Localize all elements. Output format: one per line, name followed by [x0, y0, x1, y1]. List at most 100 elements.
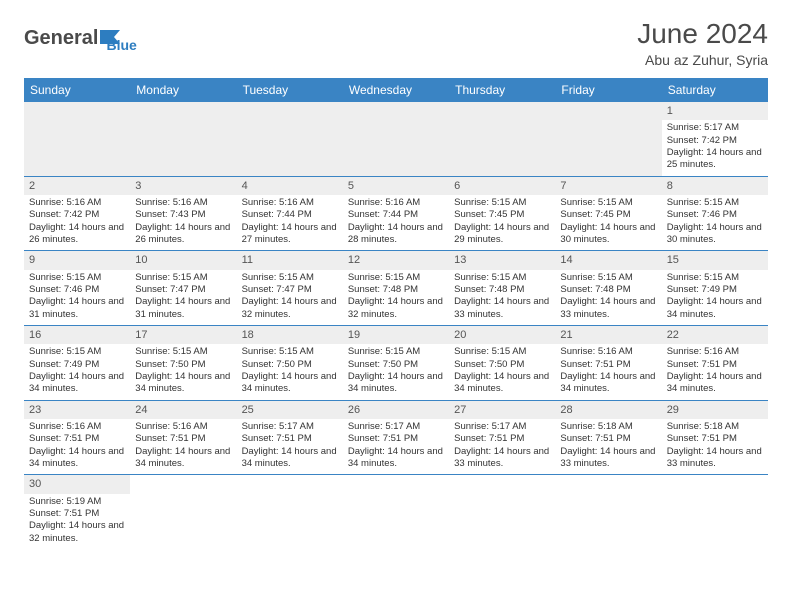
daylight-text: Daylight: 14 hours and 28 minutes.: [348, 222, 444, 247]
sunrise-text: Sunrise: 5:16 AM: [242, 197, 338, 209]
sunset-text: Sunset: 7:49 PM: [29, 359, 125, 371]
calendar-cell: [130, 475, 236, 549]
daylight-text: Daylight: 14 hours and 34 minutes.: [560, 371, 656, 396]
day-number: 18: [237, 326, 343, 344]
sunset-text: Sunset: 7:51 PM: [667, 359, 763, 371]
daylight-text: Daylight: 14 hours and 33 minutes.: [667, 446, 763, 471]
sunrise-text: Sunrise: 5:17 AM: [454, 421, 550, 433]
day-info: Sunrise: 5:16 AMSunset: 7:42 PMDaylight:…: [29, 197, 125, 246]
day-number: 14: [555, 251, 661, 269]
sunset-text: Sunset: 7:50 PM: [454, 359, 550, 371]
day-info: Sunrise: 5:17 AMSunset: 7:51 PMDaylight:…: [242, 421, 338, 470]
sunset-text: Sunset: 7:44 PM: [348, 209, 444, 221]
day-info: Sunrise: 5:15 AMSunset: 7:46 PMDaylight:…: [667, 197, 763, 246]
day-number: 15: [662, 251, 768, 269]
sunrise-text: Sunrise: 5:15 AM: [242, 346, 338, 358]
day-number: 17: [130, 326, 236, 344]
day-info: Sunrise: 5:15 AMSunset: 7:49 PMDaylight:…: [29, 346, 125, 395]
day-number: 20: [449, 326, 555, 344]
calendar-cell: 13Sunrise: 5:15 AMSunset: 7:48 PMDayligh…: [449, 251, 555, 325]
calendar-cell: 7Sunrise: 5:15 AMSunset: 7:45 PMDaylight…: [555, 177, 661, 251]
daylight-text: Daylight: 14 hours and 34 minutes.: [135, 371, 231, 396]
sunrise-text: Sunrise: 5:18 AM: [667, 421, 763, 433]
sunrise-text: Sunrise: 5:16 AM: [667, 346, 763, 358]
day-number: 26: [343, 401, 449, 419]
sunset-text: Sunset: 7:48 PM: [348, 284, 444, 296]
sunrise-text: Sunrise: 5:16 AM: [29, 421, 125, 433]
calendar-cell: [237, 475, 343, 549]
sunrise-text: Sunrise: 5:17 AM: [242, 421, 338, 433]
sunrise-text: Sunrise: 5:15 AM: [242, 272, 338, 284]
calendar-cell: 19Sunrise: 5:15 AMSunset: 7:50 PMDayligh…: [343, 326, 449, 400]
calendar-cell: [237, 102, 343, 176]
calendar-cell: 28Sunrise: 5:18 AMSunset: 7:51 PMDayligh…: [555, 401, 661, 475]
day-header-thursday: Thursday: [449, 78, 555, 102]
sunrise-text: Sunrise: 5:15 AM: [454, 197, 550, 209]
week-row: 2 Sunrise: 5:16 AMSunset: 7:42 PMDaylight…: [24, 177, 768, 252]
sunset-text: Sunset: 7:51 PM: [29, 508, 125, 520]
day-info: Sunrise: 5:15 AMSunset: 7:50 PMDaylight:…: [135, 346, 231, 395]
calendar-cell: [555, 475, 661, 549]
daylight-text: Daylight: 14 hours and 34 minutes.: [135, 446, 231, 471]
day-number: 11: [237, 251, 343, 269]
location-text: Abu az Zuhur, Syria: [637, 52, 768, 68]
calendar-cell: 23Sunrise: 5:16 AMSunset: 7:51 PMDayligh…: [24, 401, 130, 475]
sunset-text: Sunset: 7:51 PM: [242, 433, 338, 445]
sunset-text: Sunset: 7:48 PM: [560, 284, 656, 296]
day-header-row: Sunday Monday Tuesday Wednesday Thursday…: [24, 78, 768, 102]
day-header-friday: Friday: [555, 78, 661, 102]
day-number: 25: [237, 401, 343, 419]
day-info: Sunrise: 5:15 AMSunset: 7:47 PMDaylight:…: [135, 272, 231, 321]
sunset-text: Sunset: 7:51 PM: [348, 433, 444, 445]
day-info: Sunrise: 5:15 AMSunset: 7:45 PMDaylight:…: [560, 197, 656, 246]
sunrise-text: Sunrise: 5:16 AM: [29, 197, 125, 209]
sunrise-text: Sunrise: 5:15 AM: [667, 197, 763, 209]
day-number: 2: [24, 177, 130, 195]
calendar-cell: 8 Sunrise: 5:15 AMSunset: 7:46 PMDaylight…: [662, 177, 768, 251]
day-info: Sunrise: 5:16 AMSunset: 7:51 PMDaylight:…: [29, 421, 125, 470]
calendar-cell: 24Sunrise: 5:16 AMSunset: 7:51 PMDayligh…: [130, 401, 236, 475]
sunset-text: Sunset: 7:51 PM: [667, 433, 763, 445]
calendar-cell: [343, 475, 449, 549]
day-number: 27: [449, 401, 555, 419]
sunset-text: Sunset: 7:51 PM: [29, 433, 125, 445]
day-info: Sunrise: 5:17 AMSunset: 7:51 PMDaylight:…: [348, 421, 444, 470]
day-info: Sunrise: 5:18 AMSunset: 7:51 PMDaylight:…: [667, 421, 763, 470]
sunrise-text: Sunrise: 5:16 AM: [135, 197, 231, 209]
day-info: Sunrise: 5:16 AMSunset: 7:44 PMDaylight:…: [242, 197, 338, 246]
day-info: Sunrise: 5:15 AMSunset: 7:48 PMDaylight:…: [560, 272, 656, 321]
calendar-cell: 17 Sunrise: 5:15 AMSunset: 7:50 PMDayligh…: [130, 326, 236, 400]
week-row: 30Sunrise: 5:19 AMSunset: 7:51 PMDayligh…: [24, 475, 768, 549]
calendar-cell: 16Sunrise: 5:15 AMSunset: 7:49 PMDayligh…: [24, 326, 130, 400]
daylight-text: Daylight: 14 hours and 34 minutes.: [242, 371, 338, 396]
day-header-tuesday: Tuesday: [237, 78, 343, 102]
sunset-text: Sunset: 7:49 PM: [667, 284, 763, 296]
sunrise-text: Sunrise: 5:15 AM: [29, 272, 125, 284]
day-number: 9: [24, 251, 130, 269]
day-number: 8: [662, 177, 768, 195]
daylight-text: Daylight: 14 hours and 33 minutes.: [560, 446, 656, 471]
day-info: Sunrise: 5:19 AMSunset: 7:51 PMDaylight:…: [29, 496, 125, 545]
week-row: 1Sunrise: 5:17 AMSunset: 7:42 PMDaylight…: [24, 102, 768, 177]
day-number: 29: [662, 401, 768, 419]
sunset-text: Sunset: 7:42 PM: [667, 135, 763, 147]
sunrise-text: Sunrise: 5:15 AM: [454, 346, 550, 358]
sunset-text: Sunset: 7:45 PM: [560, 209, 656, 221]
day-info: Sunrise: 5:18 AMSunset: 7:51 PMDaylight:…: [560, 421, 656, 470]
calendar-cell: 3Sunrise: 5:16 AMSunset: 7:43 PMDaylight…: [130, 177, 236, 251]
calendar-cell: 6Sunrise: 5:15 AMSunset: 7:45 PMDaylight…: [449, 177, 555, 251]
day-number: 1: [662, 102, 768, 120]
sunrise-text: Sunrise: 5:15 AM: [348, 272, 444, 284]
sunrise-text: Sunrise: 5:19 AM: [29, 496, 125, 508]
daylight-text: Daylight: 14 hours and 34 minutes.: [348, 371, 444, 396]
day-header-wednesday: Wednesday: [343, 78, 449, 102]
day-number: 19: [343, 326, 449, 344]
daylight-text: Daylight: 14 hours and 34 minutes.: [667, 296, 763, 321]
calendar-cell: 20Sunrise: 5:15 AMSunset: 7:50 PMDayligh…: [449, 326, 555, 400]
daylight-text: Daylight: 14 hours and 33 minutes.: [454, 446, 550, 471]
daylight-text: Daylight: 14 hours and 33 minutes.: [560, 296, 656, 321]
sunset-text: Sunset: 7:47 PM: [242, 284, 338, 296]
day-info: Sunrise: 5:15 AMSunset: 7:49 PMDaylight:…: [667, 272, 763, 321]
sunrise-text: Sunrise: 5:15 AM: [667, 272, 763, 284]
calendar-cell: 14 Sunrise: 5:15 AMSunset: 7:48 PMDayligh…: [555, 251, 661, 325]
